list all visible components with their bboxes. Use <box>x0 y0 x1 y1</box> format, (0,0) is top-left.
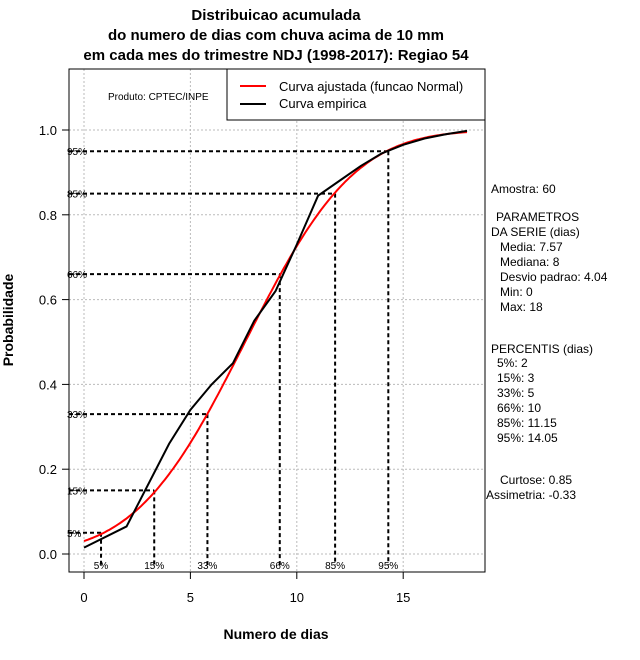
y-axis-label: Probabilidade <box>0 274 16 367</box>
percentile-x-label: 66% <box>270 561 290 572</box>
x-tick-label: 0 <box>80 590 87 605</box>
chart-title-line-2: do numero de dias com chuva acima de 10 … <box>108 27 444 44</box>
stat-line: Curtose: 0.85 <box>500 473 572 487</box>
stat-line: Media: 7.57 <box>500 240 563 254</box>
percentile-x-label: 85% <box>325 561 345 572</box>
stat-line: Min: 0 <box>500 285 533 299</box>
x-axis-label: Numero de dias <box>223 626 328 642</box>
percentile-y-label: 33% <box>67 410 87 421</box>
chart-title-line-3: em cada mes do trimestre NDJ (1998-2017)… <box>83 47 469 64</box>
percentile-line-33 <box>69 413 209 565</box>
stat-line: Mediana: 8 <box>500 255 560 269</box>
x-tick-label: 5 <box>187 590 194 605</box>
y-tick-label: 0.2 <box>39 462 57 477</box>
percentile-x-label: 5% <box>94 561 109 572</box>
y-tick-label: 0.4 <box>39 377 57 392</box>
percentile-y-label: 15% <box>67 486 87 497</box>
legend: Curva ajustada (funcao Normal) Curva emp… <box>226 68 486 121</box>
x-tick-label: 10 <box>290 590 304 605</box>
stat-line: 66%: 10 <box>497 401 541 415</box>
chart-title-line-1: Distribuicao acumulada <box>191 7 361 24</box>
percentile-y-label: 85% <box>67 190 87 201</box>
percentile-y-label: 66% <box>67 270 87 281</box>
legend-box <box>226 68 486 121</box>
percentile-lines: 5% 5% 15% 15% 33% 33% 66% 66% 85% 85% 95% 95% <box>67 147 398 572</box>
legend-label-empirical: Curva empirica <box>279 96 367 111</box>
percentile-x-label: 33% <box>197 561 217 572</box>
percentile-line-15 <box>69 489 156 565</box>
empirical-curve <box>83 129 468 549</box>
legend-label-normal: Curva ajustada (funcao Normal) <box>279 79 463 94</box>
x-tick-label: 15 <box>396 590 410 605</box>
stat-line: Assimetria: -0.33 <box>486 488 576 502</box>
axes: 0 5 10 15 0.0 0.2 0.4 0.6 0.8 1.0 <box>39 123 411 605</box>
produto-label: Produto: CPTEC/INPE <box>108 92 209 103</box>
percentile-x-label: 15% <box>144 561 164 572</box>
stat-line: 85%: 11.15 <box>497 416 557 430</box>
stat-line: Max: 18 <box>500 300 543 314</box>
plot-frame <box>68 68 486 573</box>
percentile-line-95 <box>69 150 390 565</box>
y-tick-label: 0.8 <box>39 208 57 223</box>
stat-line: PARAMETROS <box>496 210 579 224</box>
stat-line: Desvio padrao: 4.04 <box>500 270 608 284</box>
stat-line: 33%: 5 <box>497 386 535 400</box>
grid <box>69 69 485 572</box>
percentile-line-5 <box>69 531 103 565</box>
series <box>83 129 468 549</box>
percentile-y-label: 5% <box>67 529 82 540</box>
y-tick-label: 0.6 <box>39 293 57 308</box>
stat-line: 95%: 14.05 <box>497 431 558 445</box>
stat-line: 15%: 3 <box>497 371 535 385</box>
percentile-line-66 <box>69 273 281 565</box>
percentile-line-85 <box>69 192 337 565</box>
stat-line: 5%: 2 <box>497 356 528 370</box>
percentile-x-label: 95% <box>378 561 398 572</box>
stat-line: DA SERIE (dias) <box>491 225 580 239</box>
y-tick-label: 0.0 <box>39 547 57 562</box>
percentile-y-label: 95% <box>67 147 87 158</box>
stat-line: PERCENTIS (dias) <box>491 342 593 356</box>
stat-line: Amostra: 60 <box>491 182 556 196</box>
y-tick-label: 1.0 <box>39 123 57 138</box>
